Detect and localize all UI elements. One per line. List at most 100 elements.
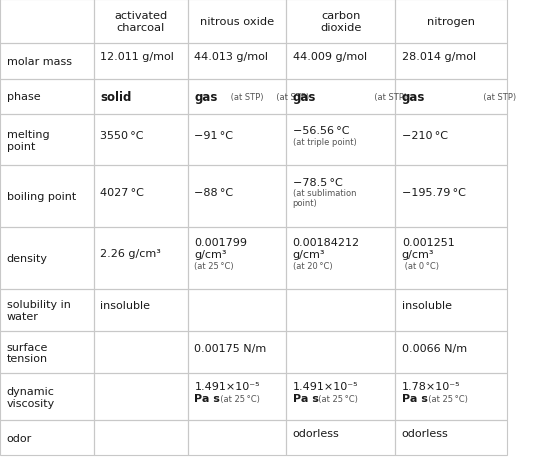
- Bar: [395, 79, 507, 115]
- Text: 44.009 g/mol: 44.009 g/mol: [293, 52, 367, 62]
- Text: molar mass: molar mass: [7, 57, 72, 67]
- Bar: [188, 166, 286, 228]
- Bar: [0, 289, 94, 332]
- Text: gas: gas: [194, 90, 218, 104]
- Bar: [94, 289, 188, 332]
- Text: (at STP): (at STP): [228, 93, 264, 101]
- Bar: [94, 44, 188, 79]
- Bar: [286, 79, 395, 115]
- Bar: [395, 166, 507, 228]
- Text: (at sublimation: (at sublimation: [293, 189, 356, 198]
- Text: carbon
dioxide: carbon dioxide: [320, 11, 361, 33]
- Text: 1.491×10⁻⁵: 1.491×10⁻⁵: [293, 381, 358, 391]
- Bar: [395, 0, 507, 44]
- Bar: [0, 44, 94, 79]
- Text: solubility in
water: solubility in water: [7, 299, 70, 321]
- Bar: [0, 332, 94, 374]
- Bar: [395, 374, 507, 420]
- Text: insoluble: insoluble: [100, 301, 151, 311]
- Text: nitrous oxide: nitrous oxide: [200, 17, 274, 27]
- Text: (at STP): (at STP): [271, 93, 309, 101]
- Bar: [286, 44, 395, 79]
- Text: 2.26 g/cm³: 2.26 g/cm³: [100, 249, 161, 259]
- Text: odor: odor: [7, 433, 32, 443]
- Text: 4027 °C: 4027 °C: [100, 188, 144, 198]
- Bar: [286, 289, 395, 332]
- Bar: [0, 166, 94, 228]
- Bar: [395, 228, 507, 289]
- Bar: [286, 332, 395, 374]
- Text: nitrogen: nitrogen: [428, 17, 475, 27]
- Text: Pa s: Pa s: [293, 394, 318, 403]
- Text: −56.56 °C: −56.56 °C: [293, 126, 349, 136]
- Text: g/cm³: g/cm³: [293, 250, 325, 260]
- Text: 1.78×10⁻⁵: 1.78×10⁻⁵: [402, 381, 460, 391]
- Text: 44.013 g/mol: 44.013 g/mol: [194, 52, 269, 62]
- Text: (at 25 °C): (at 25 °C): [194, 261, 234, 270]
- Bar: [0, 228, 94, 289]
- Text: 0.00175 N/m: 0.00175 N/m: [194, 343, 266, 353]
- Bar: [188, 0, 286, 44]
- Text: solid: solid: [100, 90, 132, 104]
- Text: 0.00184212: 0.00184212: [293, 238, 360, 248]
- Bar: [395, 289, 507, 332]
- Bar: [395, 332, 507, 374]
- Bar: [94, 79, 188, 115]
- Text: odorless: odorless: [293, 428, 340, 438]
- Text: 0.0066 N/m: 0.0066 N/m: [402, 343, 467, 353]
- Text: (at 25 °C): (at 25 °C): [423, 394, 467, 403]
- Text: g/cm³: g/cm³: [402, 250, 435, 260]
- Bar: [188, 374, 286, 420]
- Text: point): point): [293, 199, 317, 208]
- Text: gas: gas: [402, 90, 425, 104]
- Bar: [0, 0, 94, 44]
- Text: −91 °C: −91 °C: [194, 131, 233, 141]
- Bar: [286, 420, 395, 455]
- Bar: [0, 115, 94, 166]
- Bar: [286, 228, 395, 289]
- Text: insoluble: insoluble: [402, 301, 452, 311]
- Text: (at 25 °C): (at 25 °C): [215, 394, 260, 403]
- Bar: [286, 115, 395, 166]
- Bar: [94, 0, 188, 44]
- Text: 3550 °C: 3550 °C: [100, 131, 144, 141]
- Bar: [395, 44, 507, 79]
- Text: melting
point: melting point: [7, 129, 49, 151]
- Bar: [94, 332, 188, 374]
- Bar: [94, 374, 188, 420]
- Text: g/cm³: g/cm³: [194, 250, 227, 260]
- Text: 0.001251: 0.001251: [402, 238, 455, 248]
- Text: −210 °C: −210 °C: [402, 131, 448, 141]
- Text: (at 25 °C): (at 25 °C): [313, 394, 358, 403]
- Text: 12.011 g/mol: 12.011 g/mol: [100, 52, 174, 62]
- Text: −195.79 °C: −195.79 °C: [402, 188, 466, 198]
- Bar: [0, 420, 94, 455]
- Text: phase: phase: [7, 92, 40, 102]
- Text: 1.491×10⁻⁵: 1.491×10⁻⁵: [194, 381, 260, 391]
- Text: (at triple point): (at triple point): [293, 138, 357, 146]
- Text: activated
charcoal: activated charcoal: [114, 11, 168, 33]
- Text: 28.014 g/mol: 28.014 g/mol: [402, 52, 476, 62]
- Bar: [188, 115, 286, 166]
- Bar: [188, 332, 286, 374]
- Bar: [286, 0, 395, 44]
- Text: gas: gas: [293, 90, 316, 104]
- Bar: [94, 115, 188, 166]
- Bar: [188, 79, 286, 115]
- Bar: [188, 44, 286, 79]
- Bar: [188, 289, 286, 332]
- Text: 0.001799: 0.001799: [194, 238, 247, 248]
- Bar: [94, 420, 188, 455]
- Bar: [94, 166, 188, 228]
- Bar: [286, 374, 395, 420]
- Bar: [188, 420, 286, 455]
- Text: surface
tension: surface tension: [7, 342, 48, 364]
- Text: (at STP): (at STP): [369, 93, 407, 101]
- Text: (at 0 °C): (at 0 °C): [402, 261, 439, 270]
- Bar: [286, 166, 395, 228]
- Text: dynamic
viscosity: dynamic viscosity: [7, 386, 55, 408]
- Text: (at 20 °C): (at 20 °C): [293, 261, 333, 270]
- Text: Pa s: Pa s: [402, 394, 428, 403]
- Text: boiling point: boiling point: [7, 192, 76, 202]
- Bar: [188, 228, 286, 289]
